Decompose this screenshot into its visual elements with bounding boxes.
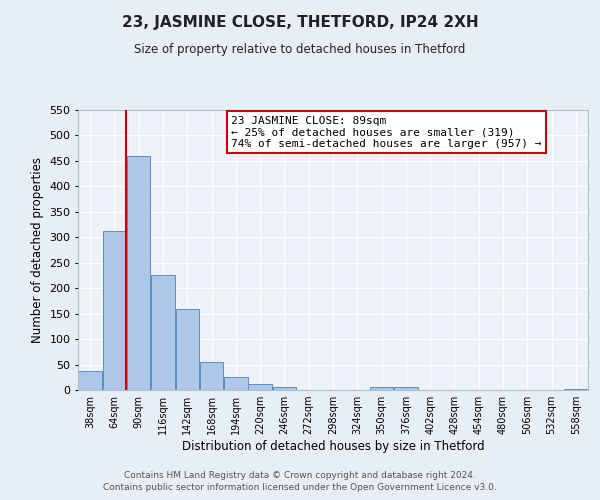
Bar (200, 362, 223, 390)
Bar (224, 378, 248, 390)
Bar (79, 370, 102, 390)
Bar (127, 156, 151, 390)
Text: 23, JASMINE CLOSE, THETFORD, IP24 2XH: 23, JASMINE CLOSE, THETFORD, IP24 2XH (122, 15, 478, 30)
Bar (272, 387, 296, 390)
Bar (370, 388, 394, 390)
Text: 23 JASMINE CLOSE: 89sqm
← 25% of detached houses are smaller (319)
74% of semi-d: 23 JASMINE CLOSE: 89sqm ← 25% of detache… (231, 116, 542, 149)
Bar (151, 275, 175, 390)
Bar (248, 384, 272, 390)
Bar (564, 389, 587, 390)
Bar (176, 308, 199, 390)
Y-axis label: Number of detached properties: Number of detached properties (31, 157, 44, 343)
Text: Contains HM Land Registry data © Crown copyright and database right 2024.
Contai: Contains HM Land Registry data © Crown c… (103, 471, 497, 492)
Text: Size of property relative to detached houses in Thetford: Size of property relative to detached ho… (134, 42, 466, 56)
Bar (394, 388, 418, 390)
Bar (103, 230, 126, 390)
X-axis label: Distribution of detached houses by size in Thetford: Distribution of detached houses by size … (182, 440, 484, 453)
